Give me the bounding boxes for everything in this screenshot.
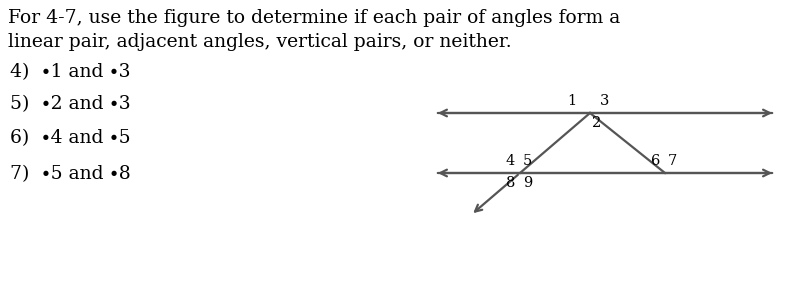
Text: 9: 9	[523, 176, 532, 190]
Text: 5: 5	[523, 154, 532, 168]
Text: 6)  ∙4 and ∙5: 6) ∙4 and ∙5	[10, 129, 130, 147]
Text: 8: 8	[506, 176, 515, 190]
Text: 2: 2	[592, 116, 602, 130]
Text: 7)  ∙5 and ∙8: 7) ∙5 and ∙8	[10, 165, 130, 183]
Text: 3: 3	[600, 94, 610, 108]
Text: 7: 7	[668, 154, 678, 168]
Text: 6: 6	[650, 154, 660, 168]
Text: 4)  ∙1 and ∙3: 4) ∙1 and ∙3	[10, 63, 130, 81]
Text: linear pair, adjacent angles, vertical pairs, or neither.: linear pair, adjacent angles, vertical p…	[8, 33, 512, 51]
Text: For 4-7, use the figure to determine if each pair of angles form a: For 4-7, use the figure to determine if …	[8, 9, 620, 27]
Text: 5)  ∙2 and ∙3: 5) ∙2 and ∙3	[10, 95, 130, 113]
Text: 1: 1	[567, 94, 576, 108]
Text: 4: 4	[506, 154, 515, 168]
